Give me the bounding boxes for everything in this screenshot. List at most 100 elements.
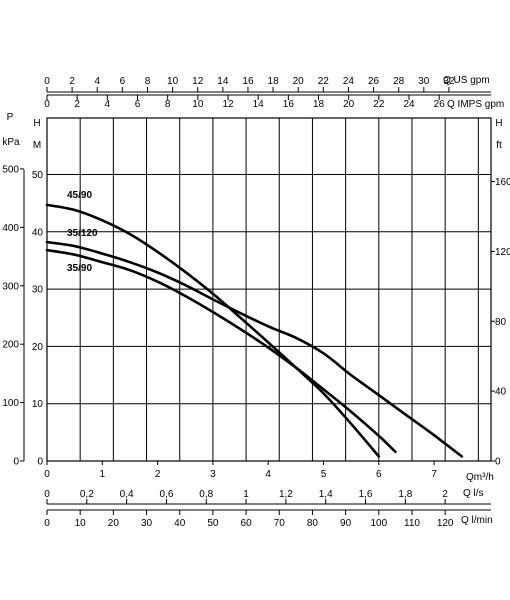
imps-gpm-tick-label: 24 (403, 99, 415, 110)
ls-tick-label: 0,2 (80, 489, 94, 500)
h-right-label: H (495, 118, 502, 129)
ft-tick-label: 40 (495, 387, 507, 398)
imps-gpm-tick-label: 18 (313, 99, 325, 110)
m-tick-label: 50 (32, 170, 44, 181)
imps-gpm-tick-label: 6 (135, 99, 141, 110)
kpa-tick-label: 100 (2, 398, 19, 409)
curve-45-90 (45, 203, 381, 458)
m-label: M (33, 140, 41, 151)
imps-gpm-tick-label: 26 (434, 99, 446, 110)
imps-gpm-tick-label: 8 (165, 99, 171, 110)
ls-tick-label: 2 (442, 489, 448, 500)
lmin-tick-label: 60 (241, 518, 253, 529)
bottom-axes: 0 1 2 3 4 5 6 70 0,2 0,4 0,6 0,8 1 1,2 1,4 1,6 1,8 20 10 20… (44, 461, 491, 529)
grid (46, 117, 492, 462)
qm3h-tick-label: 0 (44, 469, 50, 480)
kpa-tick-label: 500 (2, 164, 19, 175)
us-gpm-label: Q US gpm (443, 75, 490, 86)
m-tick-label: 0 (37, 457, 43, 468)
curves (45, 203, 464, 458)
x-unit-qm3h: Qm³/h (466, 472, 494, 483)
ft-tick-label: 0 (495, 457, 501, 468)
us-gpm-tick-label: 22 (318, 76, 330, 87)
us-gpm-tick-label: 18 (268, 76, 280, 87)
ft-tick-label: 120 (495, 247, 510, 258)
kpa-label: kPa (2, 137, 20, 148)
lmin-tick-label: 10 (75, 518, 87, 529)
kpa-tick-label: 200 (2, 340, 19, 351)
imps-gpm-tick-label: 12 (222, 99, 234, 110)
ls-tick-label: 0,6 (159, 489, 173, 500)
lmin-tick-label: 110 (404, 518, 420, 529)
ft-tick-label: 80 (495, 317, 507, 328)
lmin-tick-label: 100 (370, 518, 387, 529)
us-gpm-tick-label: 20 (293, 76, 305, 87)
ls-tick-label: 1 (243, 489, 249, 500)
left-axis: 0 100 200 300 400 500 0 10 20 30 40 50 (2, 164, 43, 467)
us-gpm-tick-label: 0 (44, 76, 50, 87)
ls-tick-label: 1,2 (279, 489, 293, 500)
lmin-tick-label: 30 (141, 518, 153, 529)
qm3h-tick-label: 2 (155, 469, 161, 480)
us-gpm-tick-label: 32 (443, 76, 455, 87)
lmin-tick-label: 120 (437, 518, 454, 529)
imps-gpm-tick-label: 22 (373, 99, 385, 110)
kpa-tick-label: 0 (13, 457, 19, 468)
m-tick-label: 10 (32, 399, 44, 410)
ls-tick-label: 1,4 (319, 489, 333, 500)
us-gpm-tick-label: 12 (192, 76, 204, 87)
series-label-35-120: 35/120 (67, 228, 98, 239)
h-left-label: H (33, 118, 40, 129)
imps-gpm-tick-label: 0 (44, 99, 50, 110)
us-gpm-tick-label: 10 (167, 76, 179, 87)
curve-35-90 (45, 248, 397, 454)
qm3h-tick-label: 7 (431, 469, 437, 480)
ft-label: ft (496, 140, 502, 151)
us-gpm-tick-label: 16 (242, 76, 254, 87)
lmin-tick-label: 20 (108, 518, 120, 529)
curve-35-120 (45, 240, 464, 458)
ft-tick-label: 160 (495, 177, 510, 188)
us-gpm-tick-label: 28 (393, 76, 405, 87)
lmin-tick-label: 70 (274, 518, 286, 529)
m-tick-label: 40 (32, 227, 44, 238)
imps-gpm-tick-label: 20 (343, 99, 355, 110)
series-label-35-90: 35/90 (67, 263, 92, 274)
ls-tick-label: 0,4 (120, 489, 134, 500)
imps-gpm-label: Q IMPS gpm (447, 99, 504, 110)
m-tick-label: 20 (32, 342, 44, 353)
lmin-tick-label: 80 (307, 518, 319, 529)
ls-tick-label: 1,6 (359, 489, 373, 500)
lmin-tick-label: 50 (207, 518, 219, 529)
us-gpm-tick-label: 4 (94, 76, 100, 87)
lmin-tick-label: 40 (174, 518, 186, 529)
us-gpm-tick-label: 30 (418, 76, 430, 87)
m-tick-label: 30 (32, 285, 44, 296)
top-axes: 0 2 4 6 8 10 12 14 16 18 20 22 24 26 28 30 320 2 4 6 8 10 12 14… (44, 76, 491, 110)
qm3h-tick-label: 5 (321, 469, 327, 480)
qm3h-tick-label: 1 (100, 469, 106, 480)
lmin-tick-label: 90 (340, 518, 352, 529)
lmin-label: Q l/min (461, 515, 493, 526)
us-gpm-tick-label: 14 (217, 76, 229, 87)
right-axis: 0 40 80 120 160 (491, 177, 510, 468)
ls-label: Q l/s (463, 488, 484, 499)
imps-gpm-tick-label: 10 (192, 99, 204, 110)
kpa-tick-label: 300 (2, 281, 19, 292)
qm3h-tick-label: 3 (210, 469, 216, 480)
us-gpm-tick-label: 26 (368, 76, 380, 87)
lmin-tick-label: 0 (44, 518, 50, 529)
us-gpm-tick-label: 8 (145, 76, 151, 87)
qm3h-tick-label: 6 (376, 469, 382, 480)
ls-tick-label: 1,8 (398, 489, 412, 500)
us-gpm-tick-label: 2 (69, 76, 75, 87)
ls-tick-label: 0 (44, 489, 50, 500)
us-gpm-tick-label: 24 (343, 76, 355, 87)
imps-gpm-tick-label: 4 (105, 99, 111, 110)
series-label-45-90: 45/90 (67, 190, 92, 201)
p-label: P (7, 112, 14, 123)
us-gpm-tick-label: 6 (120, 76, 126, 87)
imps-gpm-tick-label: 2 (74, 99, 80, 110)
imps-gpm-tick-label: 16 (283, 99, 295, 110)
